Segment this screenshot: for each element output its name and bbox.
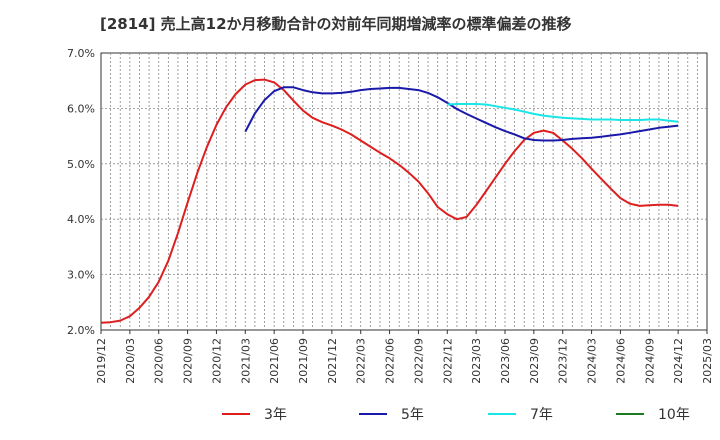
x-axis-ticks: 2019/12 2020/03 2020/06 2020/09 2020/12 2021/… <box>95 330 714 384</box>
y-axis-ticks: 2.0% 3.0% 4.0% 5.0% 6.0% 7.0% <box>67 47 95 337</box>
x-tick-label: 2023/06 <box>499 338 512 384</box>
x-tick-label: 2020/03 <box>124 338 137 384</box>
x-tick-label: 2022/06 <box>384 338 397 384</box>
x-tick-label: 2021/12 <box>326 338 339 384</box>
x-tick-label: 2024/12 <box>672 338 685 384</box>
legend-label: 10年 <box>658 407 690 423</box>
x-tick-label: 2022/12 <box>441 338 454 384</box>
x-tick-label: 2024/06 <box>614 338 627 384</box>
grid-layer <box>101 53 707 330</box>
series-line-3年 <box>100 78 679 324</box>
series-line-5年 <box>244 86 679 142</box>
x-tick-label: 2020/12 <box>210 338 223 384</box>
y-tick-label: 4.0% <box>67 213 95 226</box>
y-tick-label: 3.0% <box>67 269 95 282</box>
series-layer <box>100 78 679 324</box>
legend-label: 7年 <box>530 407 553 423</box>
x-tick-label: 2025/03 <box>701 338 714 384</box>
legend-label: 3年 <box>264 407 287 423</box>
y-tick-label: 7.0% <box>67 47 95 60</box>
x-tick-label: 2023/12 <box>557 338 570 384</box>
series-line-7年 <box>447 103 679 123</box>
x-tick-label: 2024/09 <box>643 338 656 384</box>
chart-title: [2814] 売上高12か月移動合計の対前年同期増減率の標準偏差の推移 <box>100 15 572 33</box>
y-tick-label: 6.0% <box>67 102 95 115</box>
y-tick-label: 5.0% <box>67 158 95 171</box>
plot-area <box>100 52 708 331</box>
legend-label: 5年 <box>401 407 424 423</box>
x-tick-label: 2020/09 <box>182 338 195 384</box>
x-tick-label: 2021/06 <box>268 338 281 384</box>
x-tick-label: 2022/09 <box>412 338 425 384</box>
legend: 3年 5年 7年 10年 <box>222 407 690 423</box>
x-tick-label: 2021/09 <box>297 338 310 384</box>
x-tick-label: 2019/12 <box>95 338 108 384</box>
x-tick-label: 2023/03 <box>470 338 483 384</box>
x-tick-label: 2021/03 <box>239 338 252 384</box>
x-tick-label: 2020/06 <box>153 338 166 384</box>
y-tick-label: 2.0% <box>67 324 95 337</box>
x-tick-label: 2023/09 <box>528 338 541 384</box>
x-tick-label: 2022/03 <box>355 338 368 384</box>
x-tick-label: 2024/03 <box>586 338 599 384</box>
